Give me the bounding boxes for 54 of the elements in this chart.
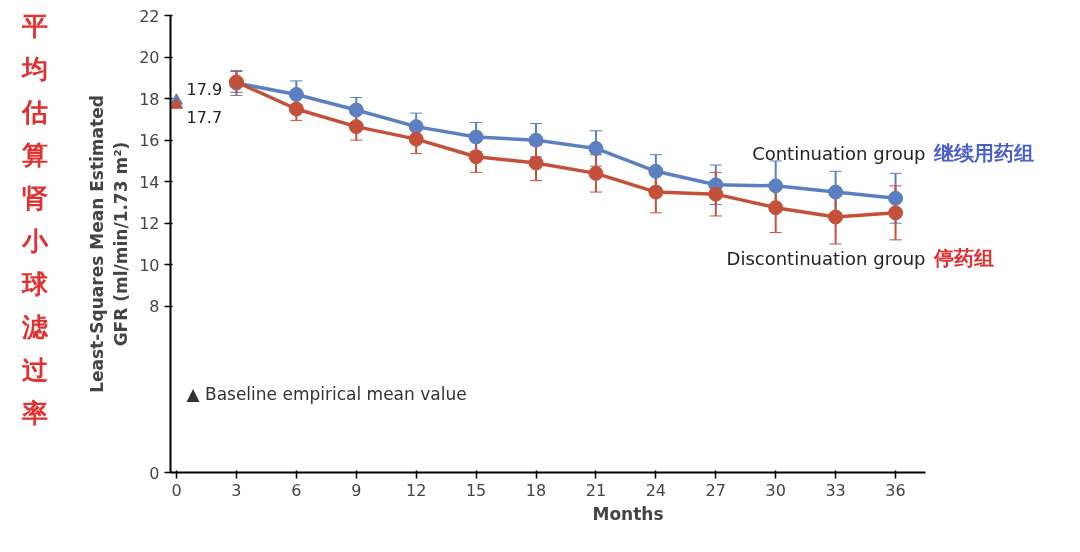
series-label: Continuation group [752,143,926,165]
text: 继续用药组 [932,141,1034,166]
x-axis-title: Months [592,503,664,524]
x-tick-label: 6 [291,480,302,500]
point [288,101,304,117]
annotation: ▲ Baseline empirical mean value [186,383,467,404]
point [768,178,784,194]
point [828,209,844,225]
y-tick-label: 20 [139,48,160,68]
x-tick-label: 27 [705,480,726,500]
y-tick-label: 22 [139,6,160,26]
x-tick-label: 36 [885,480,906,500]
point [528,155,544,171]
point [708,186,724,202]
point [648,184,664,200]
data-label: 17.7 [186,107,223,127]
data-label: 17.9 [186,79,223,99]
x-tick-label: 15 [465,480,487,500]
point [828,184,844,200]
point [408,131,424,147]
text: 平均估算肾小球滤过率 [22,11,48,428]
point [348,119,364,135]
point [888,190,904,206]
y-tick-label: 12 [139,214,160,234]
point [528,132,544,148]
series-label: Discontinuation group [726,247,926,269]
x-tick-label: 0 [171,480,182,500]
point [768,200,784,216]
point [588,140,604,156]
text: 停药组 [932,245,994,270]
y-tick-label: 16 [139,131,160,151]
point [348,102,364,118]
y-axis-title: Least-Squares Mean Estimated GFR (ml/min/1.73 m²) [87,95,132,393]
point [288,86,304,102]
y-tick-label: 18 [139,89,160,109]
point [888,205,904,221]
x-tick-label: 24 [645,480,667,500]
x-tick-label: 12 [405,480,427,500]
x-tick-label: 30 [765,480,786,500]
y-tick-label: 10 [139,255,160,275]
point [468,129,484,145]
point [588,165,604,181]
y-tick-label: 14 [139,172,160,192]
point [170,97,183,109]
x-tick-label: 3 [231,480,242,500]
x-tick-label: 33 [825,480,846,500]
x-tick-label: 9 [351,480,362,500]
point [648,163,664,179]
x-tick-label: 18 [525,480,547,500]
y-tick-label: 8 [149,297,160,317]
point [408,119,424,135]
y-tick-label: 0 [149,463,160,483]
point [468,149,484,165]
x-tick-label: 21 [585,480,607,500]
